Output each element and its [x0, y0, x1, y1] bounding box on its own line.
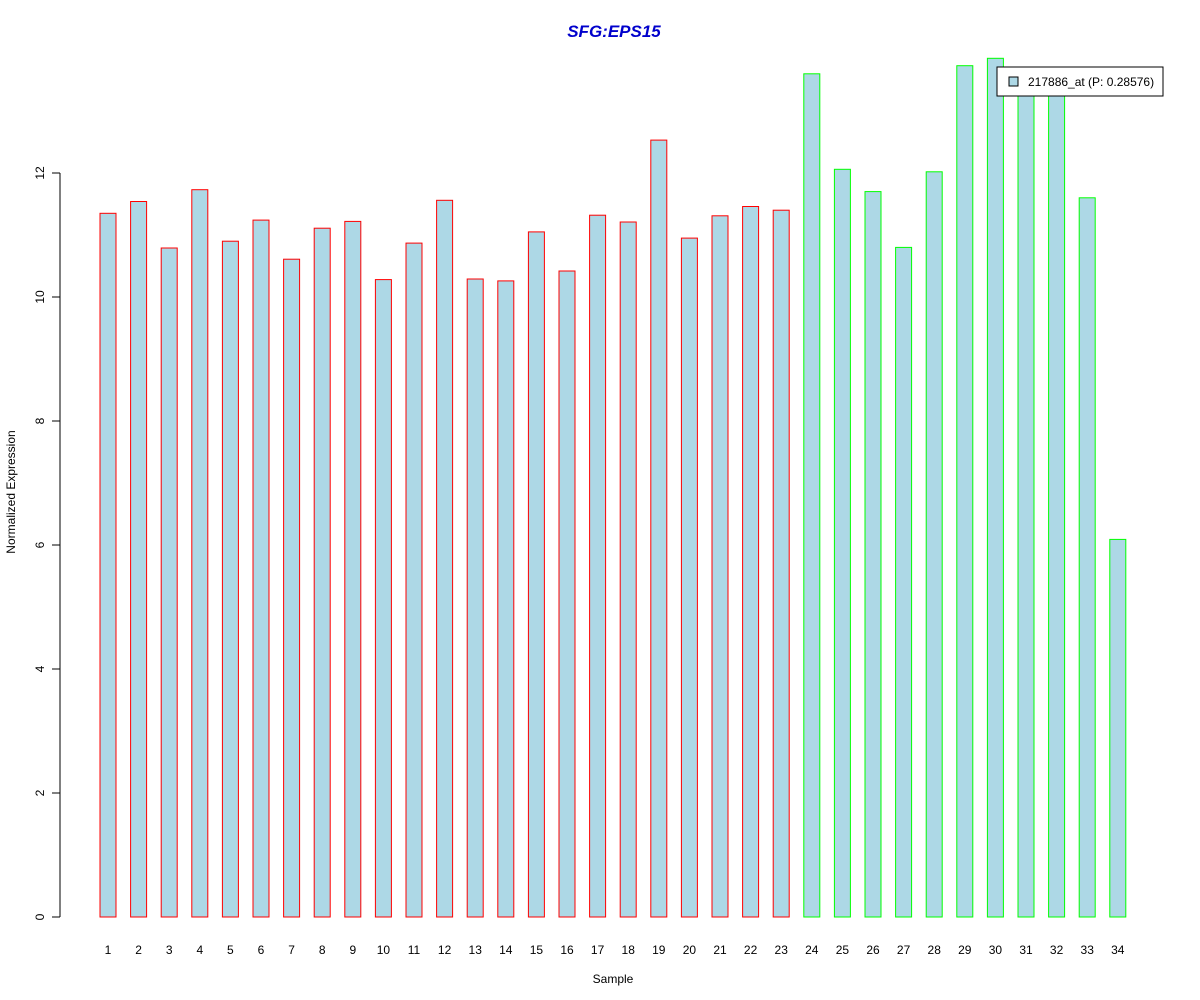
- y-tick-label: 8: [33, 417, 47, 424]
- bar-sample-21: [711, 215, 729, 918]
- x-tick-label: 15: [530, 943, 544, 957]
- x-tick-label: 8: [319, 943, 326, 957]
- legend: 217886_at (P: 0.28576): [996, 66, 1164, 97]
- x-tick-label: 32: [1050, 943, 1064, 957]
- x-tick-label: 19: [652, 943, 666, 957]
- x-tick-label: 27: [897, 943, 911, 957]
- x-tick-label: 6: [258, 943, 265, 957]
- x-tick-label: 4: [196, 943, 203, 957]
- x-tick-label: 20: [683, 943, 697, 957]
- legend-label: 217886_at (P: 0.28576): [1028, 75, 1154, 89]
- x-tick-label: 7: [288, 943, 295, 957]
- x-tick-label: 23: [775, 943, 789, 957]
- x-tick-label: 16: [560, 943, 574, 957]
- bar-sample-15: [527, 231, 545, 918]
- bar-sample-28: [925, 171, 943, 918]
- bar-sample-34: [1109, 538, 1127, 918]
- x-tick-label: 28: [928, 943, 942, 957]
- bar-sample-24: [803, 73, 821, 918]
- x-tick-label: 1: [105, 943, 112, 957]
- bar-sample-2: [130, 201, 148, 918]
- x-tick-label: 3: [166, 943, 173, 957]
- y-tick-label: 12: [33, 166, 47, 180]
- y-tick-label: 2: [33, 789, 47, 796]
- x-tick-label: 2: [135, 943, 142, 957]
- bar-sample-11: [405, 242, 423, 918]
- bar-sample-26: [864, 191, 882, 918]
- y-axis: 0 2 4 6 8 10 12: [33, 166, 61, 920]
- bar-sample-16: [558, 270, 576, 918]
- y-tick-label: 0: [33, 913, 47, 920]
- x-tick-label: 18: [622, 943, 636, 957]
- x-tick-label: 21: [713, 943, 727, 957]
- bar-sample-30: [986, 57, 1004, 918]
- bar-sample-25: [833, 168, 851, 918]
- bar-sample-9: [344, 220, 362, 918]
- legend-swatch: [1008, 76, 1019, 87]
- x-axis-labels: 1 2 3 4 5 6 7 8 9 10 11 12 13 14 15 16 17 18 19 20 21 22 23 24 2…: [105, 943, 1125, 957]
- x-tick-label: 17: [591, 943, 605, 957]
- x-tick-label: 9: [349, 943, 356, 957]
- y-tick-label: 6: [33, 541, 47, 548]
- x-axis-label: Sample: [593, 972, 634, 986]
- x-tick-label: 5: [227, 943, 234, 957]
- chart-title: SFG:EPS15: [567, 22, 661, 41]
- bar-sample-12: [436, 199, 454, 918]
- x-tick-label: 29: [958, 943, 972, 957]
- y-tick-label: 10: [33, 290, 47, 304]
- bar-sample-23: [772, 209, 790, 918]
- bar-sample-22: [742, 206, 760, 918]
- x-tick-label: 12: [438, 943, 452, 957]
- bar-sample-5: [221, 240, 239, 918]
- bar-sample-18: [619, 221, 637, 918]
- x-tick-label: 34: [1111, 943, 1125, 957]
- bar-sample-14: [497, 280, 515, 918]
- bar-sample-10: [374, 279, 392, 918]
- x-tick-label: 25: [836, 943, 850, 957]
- x-tick-label: 24: [805, 943, 819, 957]
- x-tick-label: 26: [866, 943, 880, 957]
- x-tick-label: 22: [744, 943, 758, 957]
- bars-group: [99, 57, 1127, 918]
- bar-sample-6: [252, 219, 270, 918]
- bar-sample-13: [466, 278, 484, 918]
- bar-sample-3: [160, 247, 178, 918]
- y-axis-label: Normalized Expression: [4, 430, 18, 553]
- bar-sample-20: [680, 237, 698, 918]
- x-tick-label: 33: [1081, 943, 1095, 957]
- bar-sample-1: [99, 212, 117, 918]
- bar-sample-7: [283, 258, 301, 918]
- bar-sample-27: [895, 246, 913, 918]
- bar-sample-33: [1078, 197, 1096, 918]
- x-tick-label: 13: [469, 943, 483, 957]
- x-tick-label: 11: [408, 943, 421, 957]
- bar-sample-29: [956, 65, 974, 918]
- x-tick-label: 30: [989, 943, 1003, 957]
- bar-sample-31: [1017, 91, 1035, 918]
- bar-sample-32: [1048, 88, 1066, 918]
- bar-sample-8: [313, 227, 331, 918]
- y-tick-label: 4: [33, 665, 47, 672]
- bar-sample-17: [589, 214, 607, 918]
- x-tick-label: 10: [377, 943, 391, 957]
- x-tick-label: 14: [499, 943, 513, 957]
- legend-box: [996, 66, 1164, 97]
- bar-sample-19: [650, 139, 668, 918]
- x-tick-label: 31: [1019, 943, 1033, 957]
- bar-sample-4: [191, 189, 209, 918]
